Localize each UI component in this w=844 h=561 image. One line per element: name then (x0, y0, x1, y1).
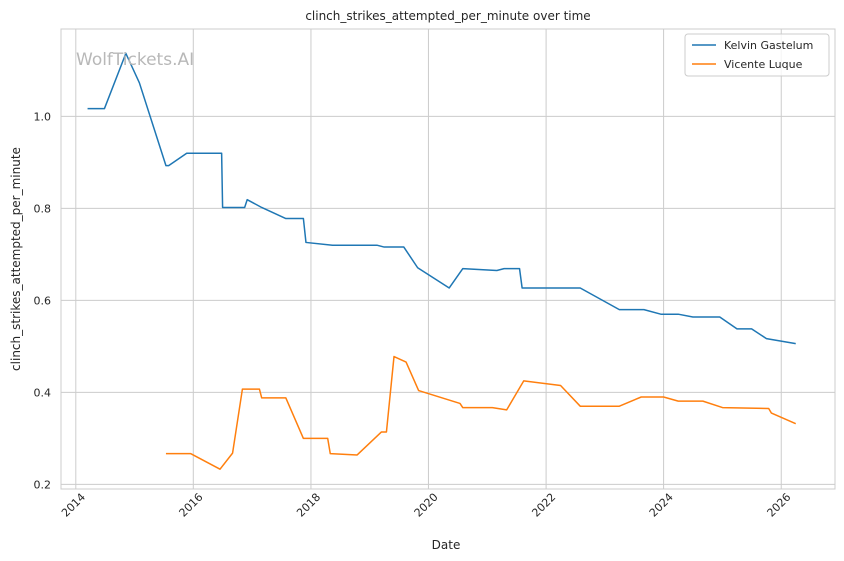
legend-label-kelvin-gastelum: Kelvin Gastelum (724, 39, 813, 52)
x-tick-label: 2018 (294, 491, 323, 520)
x-tick-label: 2020 (412, 491, 441, 520)
grid-lines (61, 29, 835, 489)
y-tick-label: 0.2 (34, 478, 52, 491)
series-layer (87, 52, 797, 470)
x-tick-label: 2022 (529, 491, 558, 520)
legend-label-vicente-luque: Vicente Luque (724, 58, 803, 71)
x-tick-label: 2016 (177, 491, 206, 520)
y-tick-label: 0.6 (34, 294, 52, 307)
legend: Kelvin Gastelum Vicente Luque (684, 33, 830, 77)
y-tick-label: 1.0 (34, 110, 52, 123)
series-line-kelvin-gastelum (87, 52, 796, 345)
chart-title: clinch_strikes_attempted_per_minute over… (305, 9, 590, 23)
y-axis-title: clinch_strikes_attempted_per_minute (9, 147, 23, 371)
x-tick-label: 2026 (765, 491, 794, 520)
x-tick-label: 2024 (647, 491, 676, 520)
legend-box (684, 33, 830, 77)
plot-frame (60, 28, 836, 490)
x-tick-label: 2014 (59, 491, 88, 520)
watermark: WolfTickets.AI (76, 50, 194, 70)
y-tick-label: 0.8 (34, 202, 52, 215)
plot-area (61, 29, 835, 489)
series-line-vicente-luque (165, 355, 797, 470)
x-axis-title: Date (432, 538, 461, 552)
y-tick-label: 0.4 (34, 386, 52, 399)
